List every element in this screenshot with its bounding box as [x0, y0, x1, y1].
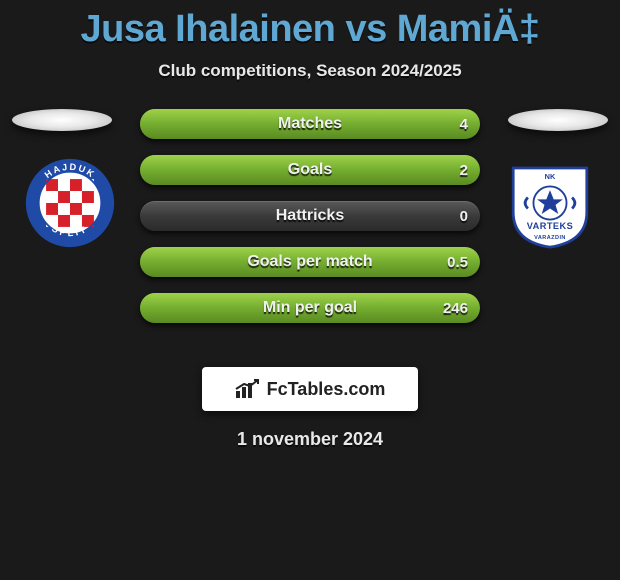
hajduk-split-crest-icon: HAJDUK SPLIT [22, 157, 118, 249]
branding-badge[interactable]: FcTables.com [202, 367, 418, 411]
branding-text: FcTables.com [267, 379, 386, 400]
club-crest-right: NK VARTEKS VARAZDIN [502, 157, 598, 249]
stat-bar-label: Min per goal [140, 293, 480, 323]
bar-chart-rising-icon [235, 379, 259, 399]
stat-bar-label: Goals per match [140, 247, 480, 277]
stat-bar-value-right: 0.5 [447, 247, 468, 277]
varteks-varazdin-crest-icon: NK VARTEKS VARAZDIN [502, 157, 598, 249]
player-marker-right [508, 109, 608, 131]
stat-bar: Matches4 [140, 109, 480, 139]
club-crest-left: HAJDUK SPLIT [22, 157, 118, 249]
stat-bar-label: Hattricks [140, 201, 480, 231]
svg-text:VARTEKS: VARTEKS [527, 221, 573, 231]
stat-bar: Goals2 [140, 155, 480, 185]
stat-bar-value-right: 0 [460, 201, 468, 231]
stat-bar-value-right: 2 [460, 155, 468, 185]
svg-text:NK: NK [545, 172, 556, 181]
comparison-stage: HAJDUK SPLIT NK VARTEKS VARAZDIN Matches… [0, 109, 620, 349]
page-title: Jusa Ihalainen vs MamiÄ‡ [0, 0, 620, 51]
stat-bar-label: Goals [140, 155, 480, 185]
stat-bar: Goals per match0.5 [140, 247, 480, 277]
stat-bar-value-right: 4 [460, 109, 468, 139]
player-marker-left [12, 109, 112, 131]
snapshot-date: 1 november 2024 [0, 429, 620, 450]
stat-bars: Matches4Goals2Hattricks0Goals per match0… [140, 109, 480, 323]
stat-bar-value-right: 246 [443, 293, 468, 323]
season-subtitle: Club competitions, Season 2024/2025 [0, 61, 620, 81]
stat-bar-label: Matches [140, 109, 480, 139]
stat-bar: Min per goal246 [140, 293, 480, 323]
stat-bar: Hattricks0 [140, 201, 480, 231]
svg-text:VARAZDIN: VARAZDIN [534, 235, 566, 241]
